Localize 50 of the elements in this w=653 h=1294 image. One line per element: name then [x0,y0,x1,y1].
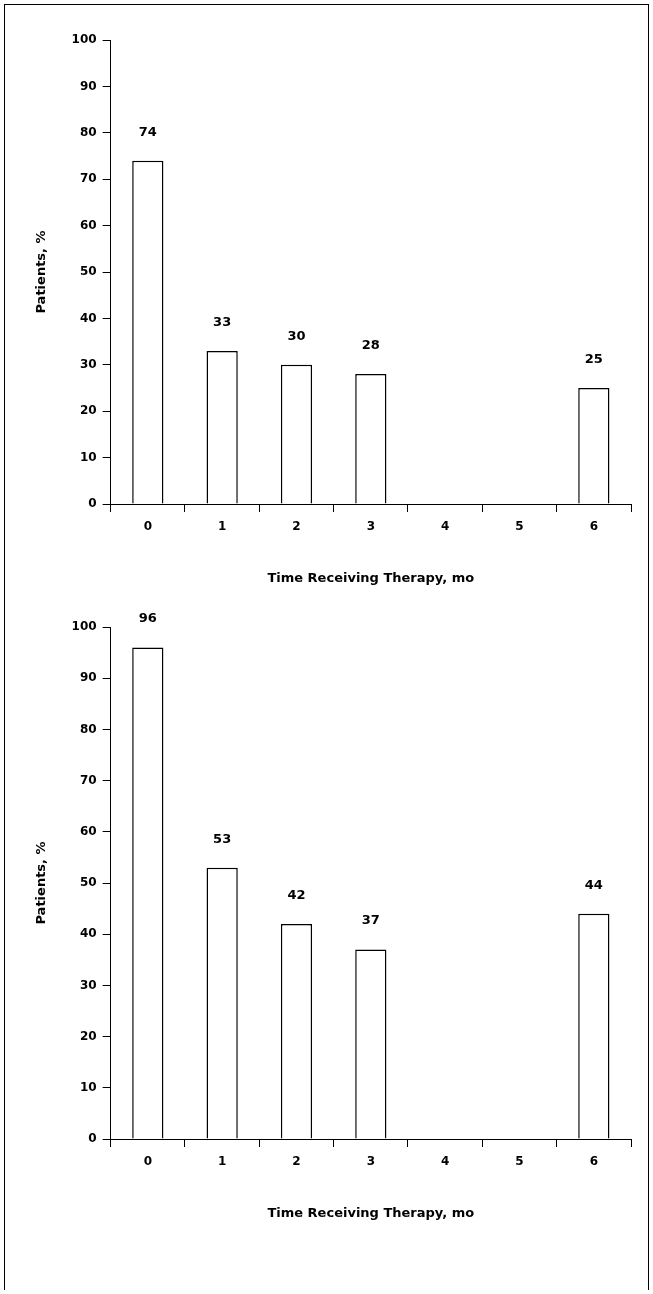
x-tick-label: 1 [217,519,227,534]
y-tick-label: 60 [79,823,97,838]
y-tick-label: 50 [79,264,97,279]
x-tick-label: 4 [440,519,450,534]
y-tick-label: 10 [79,1079,97,1094]
data-label: 96 [138,610,157,626]
y-tick-label: 40 [79,926,97,941]
x-tick-label: 2 [292,1154,301,1169]
x-tick-label: 3 [366,519,375,534]
data-label: 37 [361,912,380,928]
y-tick-label: 70 [79,171,97,186]
data-label: 33 [213,313,232,329]
y-tick-label: 50 [79,875,97,890]
y-tick-label: 40 [79,310,97,325]
x-tick-label: 4 [440,1154,450,1169]
x-tick-label: 1 [217,1154,227,1169]
x-tick-label: 0 [143,1154,152,1169]
y-tick-label: 100 [71,32,97,47]
y-tick-label: 90 [79,670,97,685]
data-label: 74 [138,123,157,139]
data-label: 25 [584,350,603,366]
y-tick-label: 60 [79,217,97,232]
y-tick-label: 0 [88,496,97,511]
y-axis-title: Patients, % [33,841,49,925]
y-tick-label: 100 [71,619,97,634]
data-label: 28 [361,336,380,352]
y-tick-label: 70 [79,772,97,787]
x-tick-label: 2 [292,519,301,534]
y-tick-label: 20 [79,403,97,418]
y-tick-label: 80 [79,124,97,139]
x-tick-label: 0 [143,519,152,534]
y-tick-label: 80 [79,721,97,736]
x-tick-label: 3 [366,1154,375,1169]
y-tick-label: 90 [79,78,97,93]
y-axis-title: Patients, % [33,230,49,314]
data-label: 42 [287,886,306,902]
data-label: 30 [287,327,306,343]
x-axis-title: Time Receiving Therapy, mo [267,569,475,585]
data-label: 53 [213,830,232,846]
y-tick-label: 20 [79,1028,97,1043]
x-axis-title: Time Receiving Therapy, mo [267,1204,475,1220]
y-tick-label: 30 [79,977,97,992]
y-tick-label: 10 [79,449,97,464]
y-tick-label: 0 [88,1131,97,1146]
x-tick-label: 6 [589,1154,599,1169]
data-label: 44 [584,876,603,892]
y-tick-label: 30 [79,356,97,371]
x-tick-label: 6 [589,519,599,534]
x-tick-label: 5 [515,519,524,534]
x-tick-label: 5 [515,1154,524,1169]
